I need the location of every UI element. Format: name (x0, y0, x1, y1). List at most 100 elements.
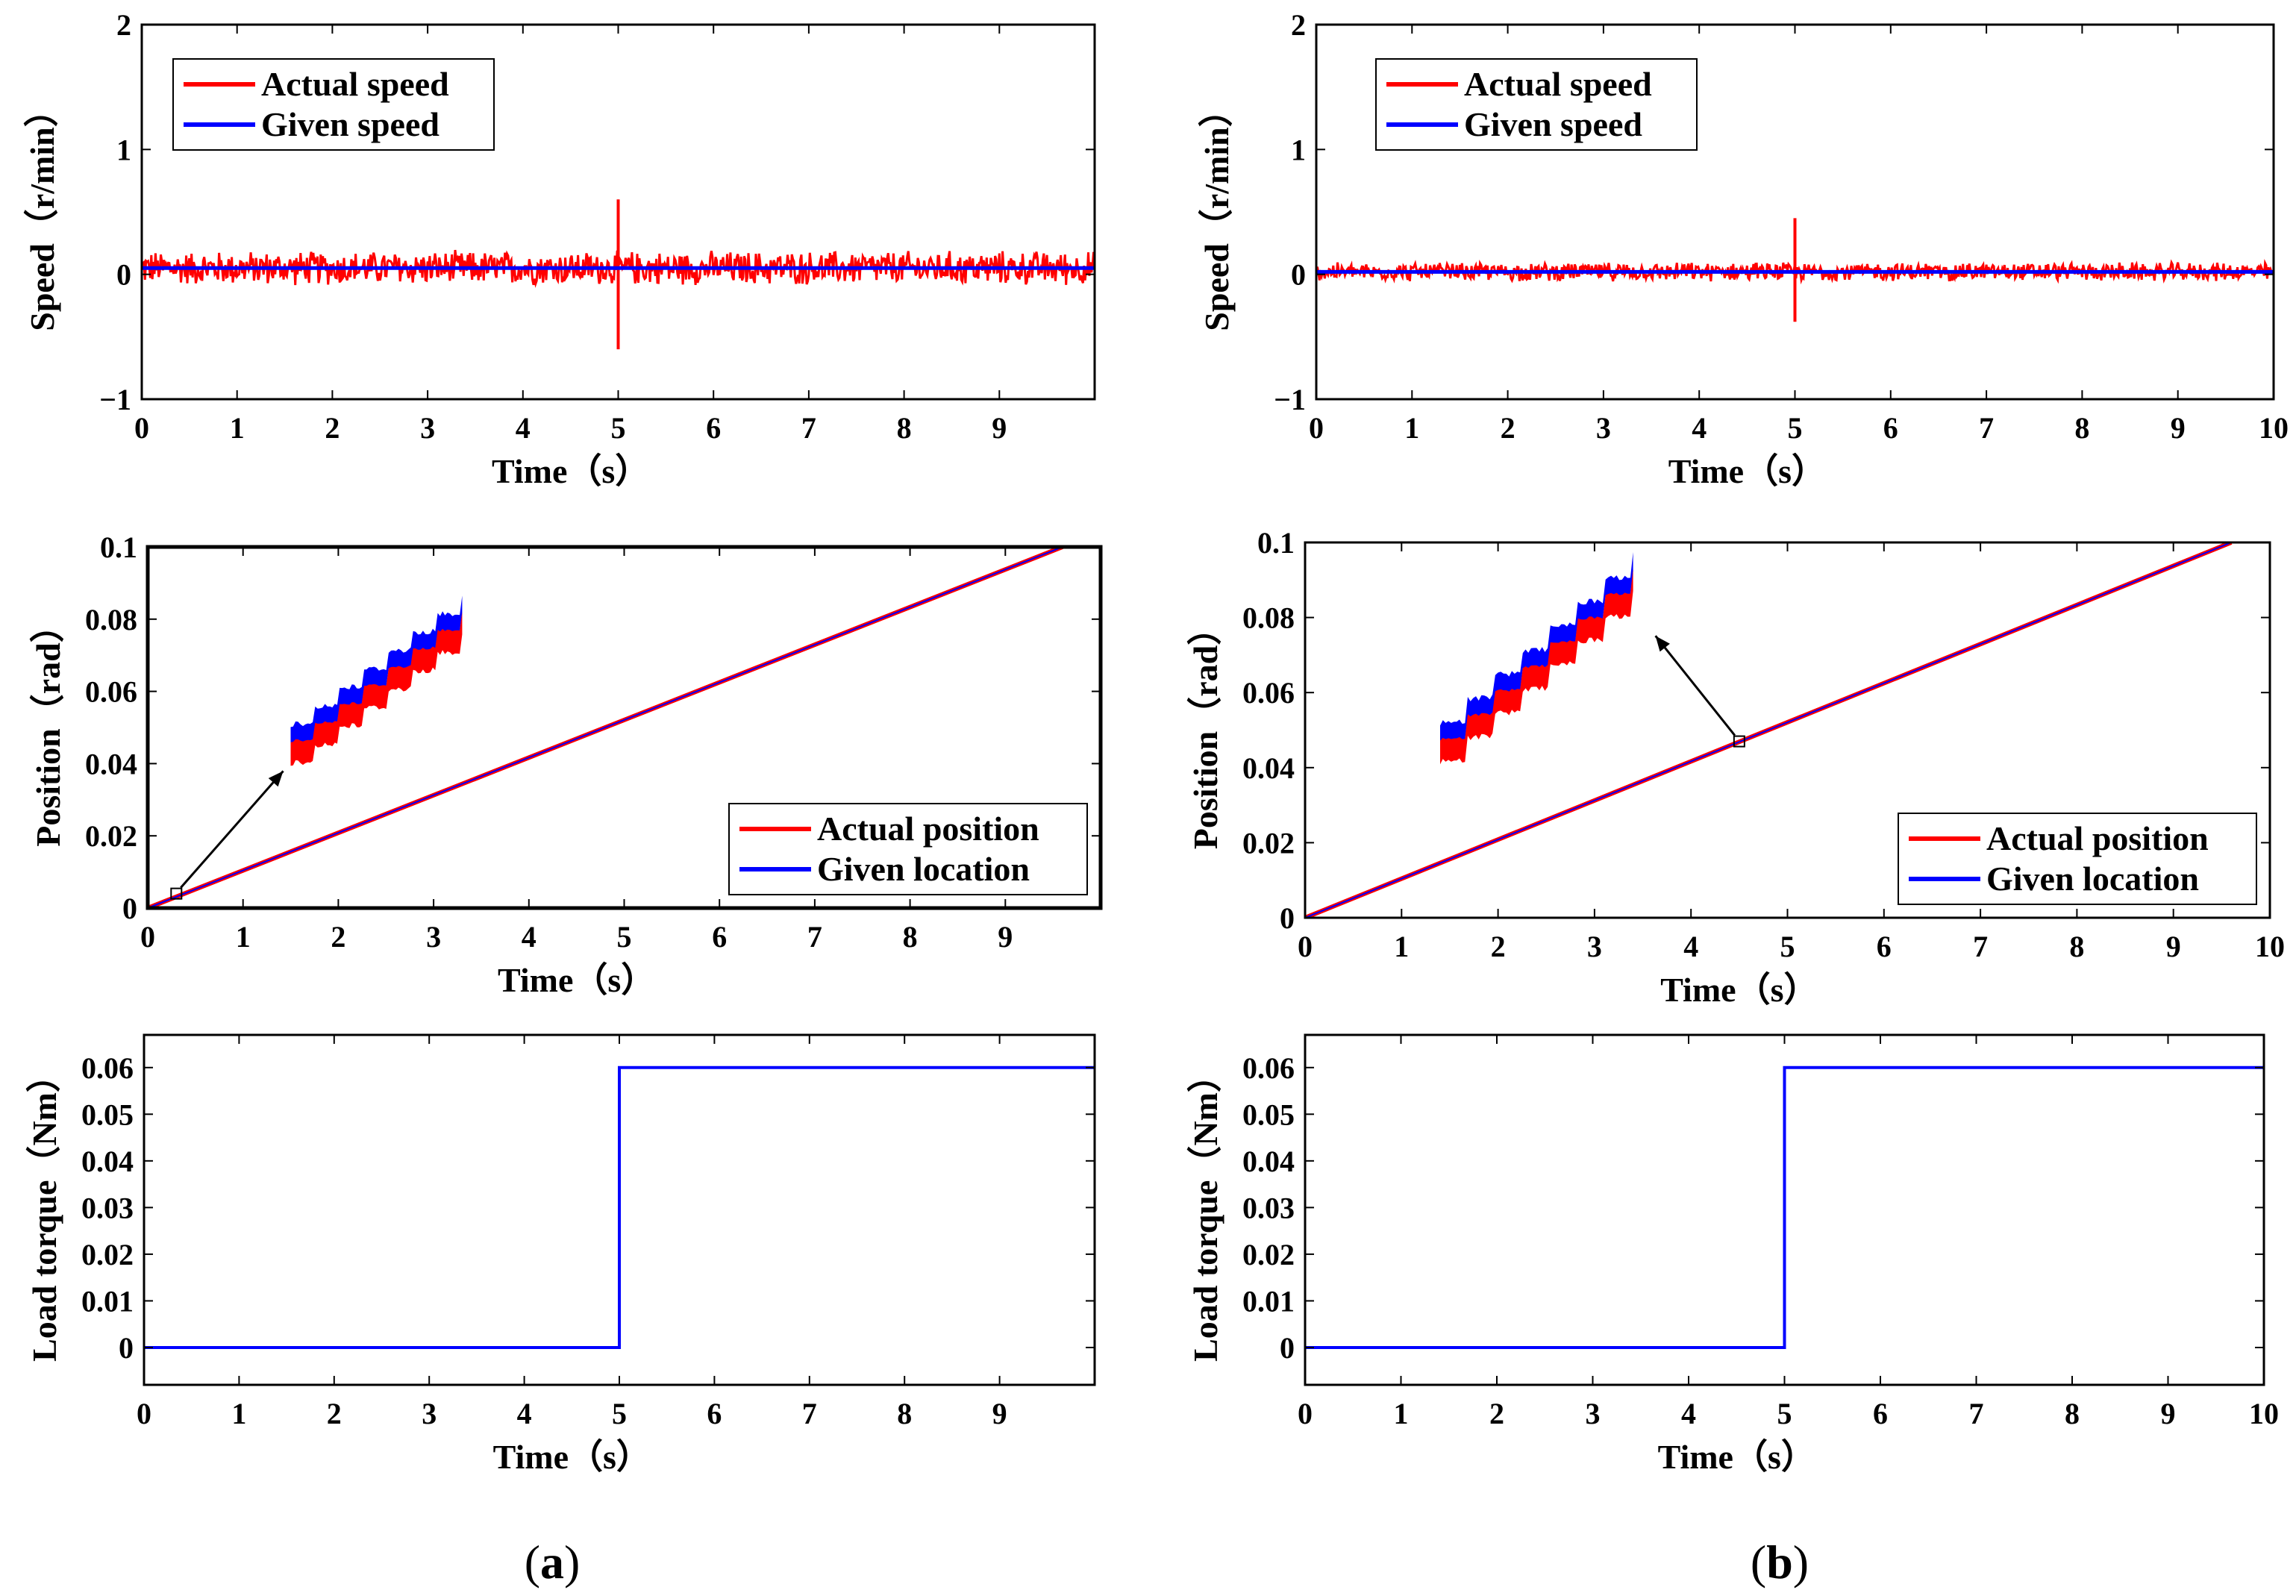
x-tick-label: 0 (1298, 930, 1313, 963)
x-axis-label: Time（s） (498, 961, 655, 999)
y-axis-label: Load torque（Nm） (25, 1058, 63, 1362)
x-tick-label: 6 (707, 1397, 722, 1430)
plot-frame (1304, 1033, 2265, 1386)
y-tick-label: 0.06 (1242, 1051, 1295, 1085)
series-load-torque (144, 1065, 1095, 1349)
x-tick-label: 3 (420, 411, 435, 445)
panel-label-a: (a) (525, 1536, 581, 1589)
legend-label: Given location (1986, 860, 2199, 898)
y-tick-label: 2 (1291, 8, 1306, 42)
y-tick-label: 1 (1291, 133, 1306, 166)
x-tick-label: 9 (992, 1397, 1007, 1430)
x-tick-label: 5 (1788, 411, 1803, 445)
plot-area-a2 (148, 547, 1064, 908)
y-tick-label: 0 (1280, 901, 1295, 935)
x-tick-label: 0 (137, 1397, 151, 1430)
zoom-arrow-head (1655, 636, 1670, 652)
x-tick-label: 1 (1394, 1397, 1409, 1430)
x-tick-label: 4 (516, 411, 531, 445)
plot-area-a3 (144, 1065, 1095, 1349)
zoom-box (1733, 735, 1745, 748)
y-tick-label: 0.03 (81, 1191, 134, 1224)
x-tick-label: 1 (1394, 930, 1409, 963)
chart-b3: 0 1 2 3 4 5 6 7 8 9 10 0 0.01 0.02 0.03 0.04 0.05 0.06 Tim… (1186, 1033, 2279, 1476)
x-tick-label: 8 (897, 1397, 912, 1430)
x-tick-label: 6 (1873, 1397, 1888, 1430)
x-axis-label: Time（s） (1668, 452, 1826, 490)
x-tick-label: 1 (1404, 411, 1419, 445)
plot-area-a1 (142, 199, 1095, 350)
series-given-location (148, 547, 1063, 908)
y-tick-label: −1 (99, 383, 131, 416)
y-axis-label: Position（rad） (29, 608, 67, 846)
inset-given-location (1440, 552, 1633, 741)
x-tick-label: 5 (1780, 930, 1795, 963)
legend-label: Actual speed (1464, 65, 1652, 103)
x-axis-label: Time（s） (1658, 1438, 1815, 1476)
y-tick-label: 0.02 (81, 1238, 134, 1271)
y-tick-label: 0.02 (1242, 1238, 1295, 1271)
plot-frame (1315, 23, 2275, 401)
x-tick-label: 7 (801, 411, 816, 445)
x-tick-label: 4 (522, 920, 537, 954)
y-axis-label: Load torque（Nm） (1186, 1058, 1224, 1362)
y-tick-label: 0.03 (1242, 1191, 1295, 1224)
charts: 0 1 2 3 4 5 6 7 8 9−1012Time（s）Speed（r/min）Actual… (23, 8, 2289, 1476)
plot-frame (146, 545, 1103, 910)
x-tick-label: 1 (231, 1397, 246, 1430)
panel-label-b: (b) (1751, 1536, 1809, 1589)
x-tick-label: 9 (2166, 930, 2181, 963)
legend-box (1898, 813, 2257, 905)
y-axis-label: Speed（r/min） (23, 93, 61, 331)
x-tick-label: 3 (422, 1397, 437, 1430)
x-tick-label: 1 (236, 920, 251, 954)
x-axis-label: Time（s） (493, 1438, 651, 1476)
y-tick-label: 0.08 (85, 603, 137, 636)
x-tick-label: 0 (134, 411, 149, 445)
y-tick-label: 0.08 (1242, 601, 1295, 635)
x-tick-label: 2 (327, 1397, 342, 1430)
legend-label: Given speed (1464, 105, 1642, 143)
zoom-arrow (1654, 635, 1736, 736)
y-tick-label: 0.05 (81, 1098, 134, 1131)
legend-label: Actual speed (261, 65, 449, 103)
y-tick-label: −1 (1274, 383, 1306, 416)
x-tick-label: 2 (325, 411, 340, 445)
zoom-arrow (180, 770, 284, 889)
legend-box (1375, 58, 1698, 151)
chart-b2: 0 1 2 3 4 5 6 7 8 9 10 0 0.02 0.04 0.06 0.08 0.1 Time（s） P… (1186, 526, 2285, 1009)
y-tick-label: 0.01 (1242, 1284, 1295, 1318)
x-tick-label: 10 (2249, 1397, 2279, 1430)
y-tick-label: 0.1 (100, 531, 137, 564)
x-tick-label: 8 (2069, 930, 2084, 963)
x-tick-label: 7 (1969, 1397, 1984, 1430)
x-tick-label: 9 (992, 411, 1007, 445)
x-tick-label: 5 (617, 920, 632, 954)
y-tick-label: 0 (1291, 258, 1306, 292)
x-tick-label: 7 (1973, 930, 1988, 963)
y-axis-label: Speed（r/min） (1198, 93, 1236, 331)
x-tick-label: 9 (2171, 411, 2186, 445)
y-axis-label: Position（rad） (1186, 611, 1224, 849)
series-given-location (1305, 542, 2232, 918)
x-tick-label: 4 (517, 1397, 532, 1430)
x-tick-label: 6 (1883, 411, 1898, 445)
x-tick-label: 0 (140, 920, 155, 954)
x-tick-label: 2 (331, 920, 345, 954)
x-axis-label: Time（s） (492, 452, 649, 490)
plot-frame (143, 1033, 1096, 1386)
x-tick-label: 2 (1489, 1397, 1504, 1430)
x-tick-label: 10 (2255, 930, 2285, 963)
y-tick-label: 0.04 (1242, 1145, 1295, 1178)
x-tick-label: 9 (998, 920, 1013, 954)
legend-box (172, 58, 495, 151)
y-tick-label: 0.01 (81, 1284, 134, 1318)
x-tick-label: 3 (426, 920, 441, 954)
y-tick-label: 0.04 (1242, 751, 1295, 785)
y-tick-label: 2 (116, 8, 131, 42)
zoom-arrow-head (268, 771, 284, 787)
x-tick-label: 0 (1298, 1397, 1313, 1430)
x-tick-label: 7 (802, 1397, 817, 1430)
plot-area-b3 (1305, 1065, 2264, 1349)
x-tick-label: 5 (611, 411, 626, 445)
